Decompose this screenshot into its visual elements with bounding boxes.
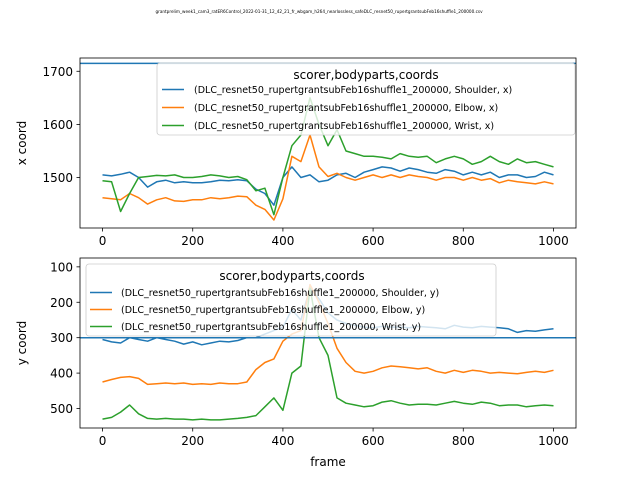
x-tick-label: 400 [271, 434, 294, 448]
series-line-2 [102, 287, 554, 421]
series-line-0 [102, 166, 554, 206]
legend-title: scorer,bodyparts,coords [293, 68, 438, 82]
plot-frame [79, 257, 577, 429]
y-coord-plot: 0 200 400 600 800 1000 100 200 300 400 500 y coord f… [15, 257, 577, 469]
legend-entry-label: (DLC_resnet50_rupertgrantsubFeb16shuffle… [194, 85, 512, 96]
series-line-2 [102, 97, 554, 216]
legend-entry-label: (DLC_resnet50_rupertgrantsubFeb16shuffle… [194, 103, 498, 114]
series-line-1 [102, 134, 554, 221]
legend-title: scorer,bodyparts,coords [219, 269, 364, 283]
legend: scorer,bodyparts,coords (DLC_resnet50_rup… [156, 62, 576, 136]
x-tick-label: 600 [362, 234, 385, 248]
x-tick-label: 400 [271, 234, 294, 248]
y-tick-label: 300 [50, 331, 73, 345]
x-axis-label: frame [310, 455, 346, 469]
y-tick-label: 100 [50, 260, 73, 274]
legend: scorer,bodyparts,coords (DLC_resnet50_rup… [85, 263, 497, 337]
y-axis-label: y coord [15, 321, 29, 366]
plot-frame [79, 57, 577, 229]
y-tick-label: 1500 [42, 171, 73, 185]
x-tick-label: 0 [99, 234, 107, 248]
y-axis-label: x coord [15, 121, 29, 166]
x-tick-label: 600 [362, 434, 385, 448]
y-tick-label: 1700 [42, 65, 73, 79]
x-tick-label: 200 [181, 434, 204, 448]
y-tick-label: 1600 [42, 118, 73, 132]
y-tick-label: 400 [50, 367, 73, 381]
x-tick-label: 200 [181, 234, 204, 248]
legend-entry-label: (DLC_resnet50_rupertgrantsubFeb16shuffle… [121, 288, 439, 299]
legend-entry-label: (DLC_resnet50_rupertgrantsubFeb16shuffle… [194, 121, 494, 132]
x-tick-label: 800 [452, 434, 475, 448]
figure-title: grantprelim_week1_cam3_ratER6Control_202… [155, 9, 483, 14]
x-tick-label: 800 [452, 234, 475, 248]
y-tick-label: 500 [50, 402, 73, 416]
x-tick-label: 1000 [538, 434, 569, 448]
legend-entry-label: (DLC_resnet50_rupertgrantsubFeb16shuffle… [121, 305, 425, 316]
legend-entry-label: (DLC_resnet50_rupertgrantsubFeb16shuffle… [121, 322, 421, 333]
x-tick-label: 1000 [538, 234, 569, 248]
x-tick-label: 0 [99, 434, 107, 448]
x-coord-plot: 0 200 400 600 800 1000 1500 1600 1700 x coord scor… [15, 57, 577, 248]
y-tick-label: 200 [50, 296, 73, 310]
